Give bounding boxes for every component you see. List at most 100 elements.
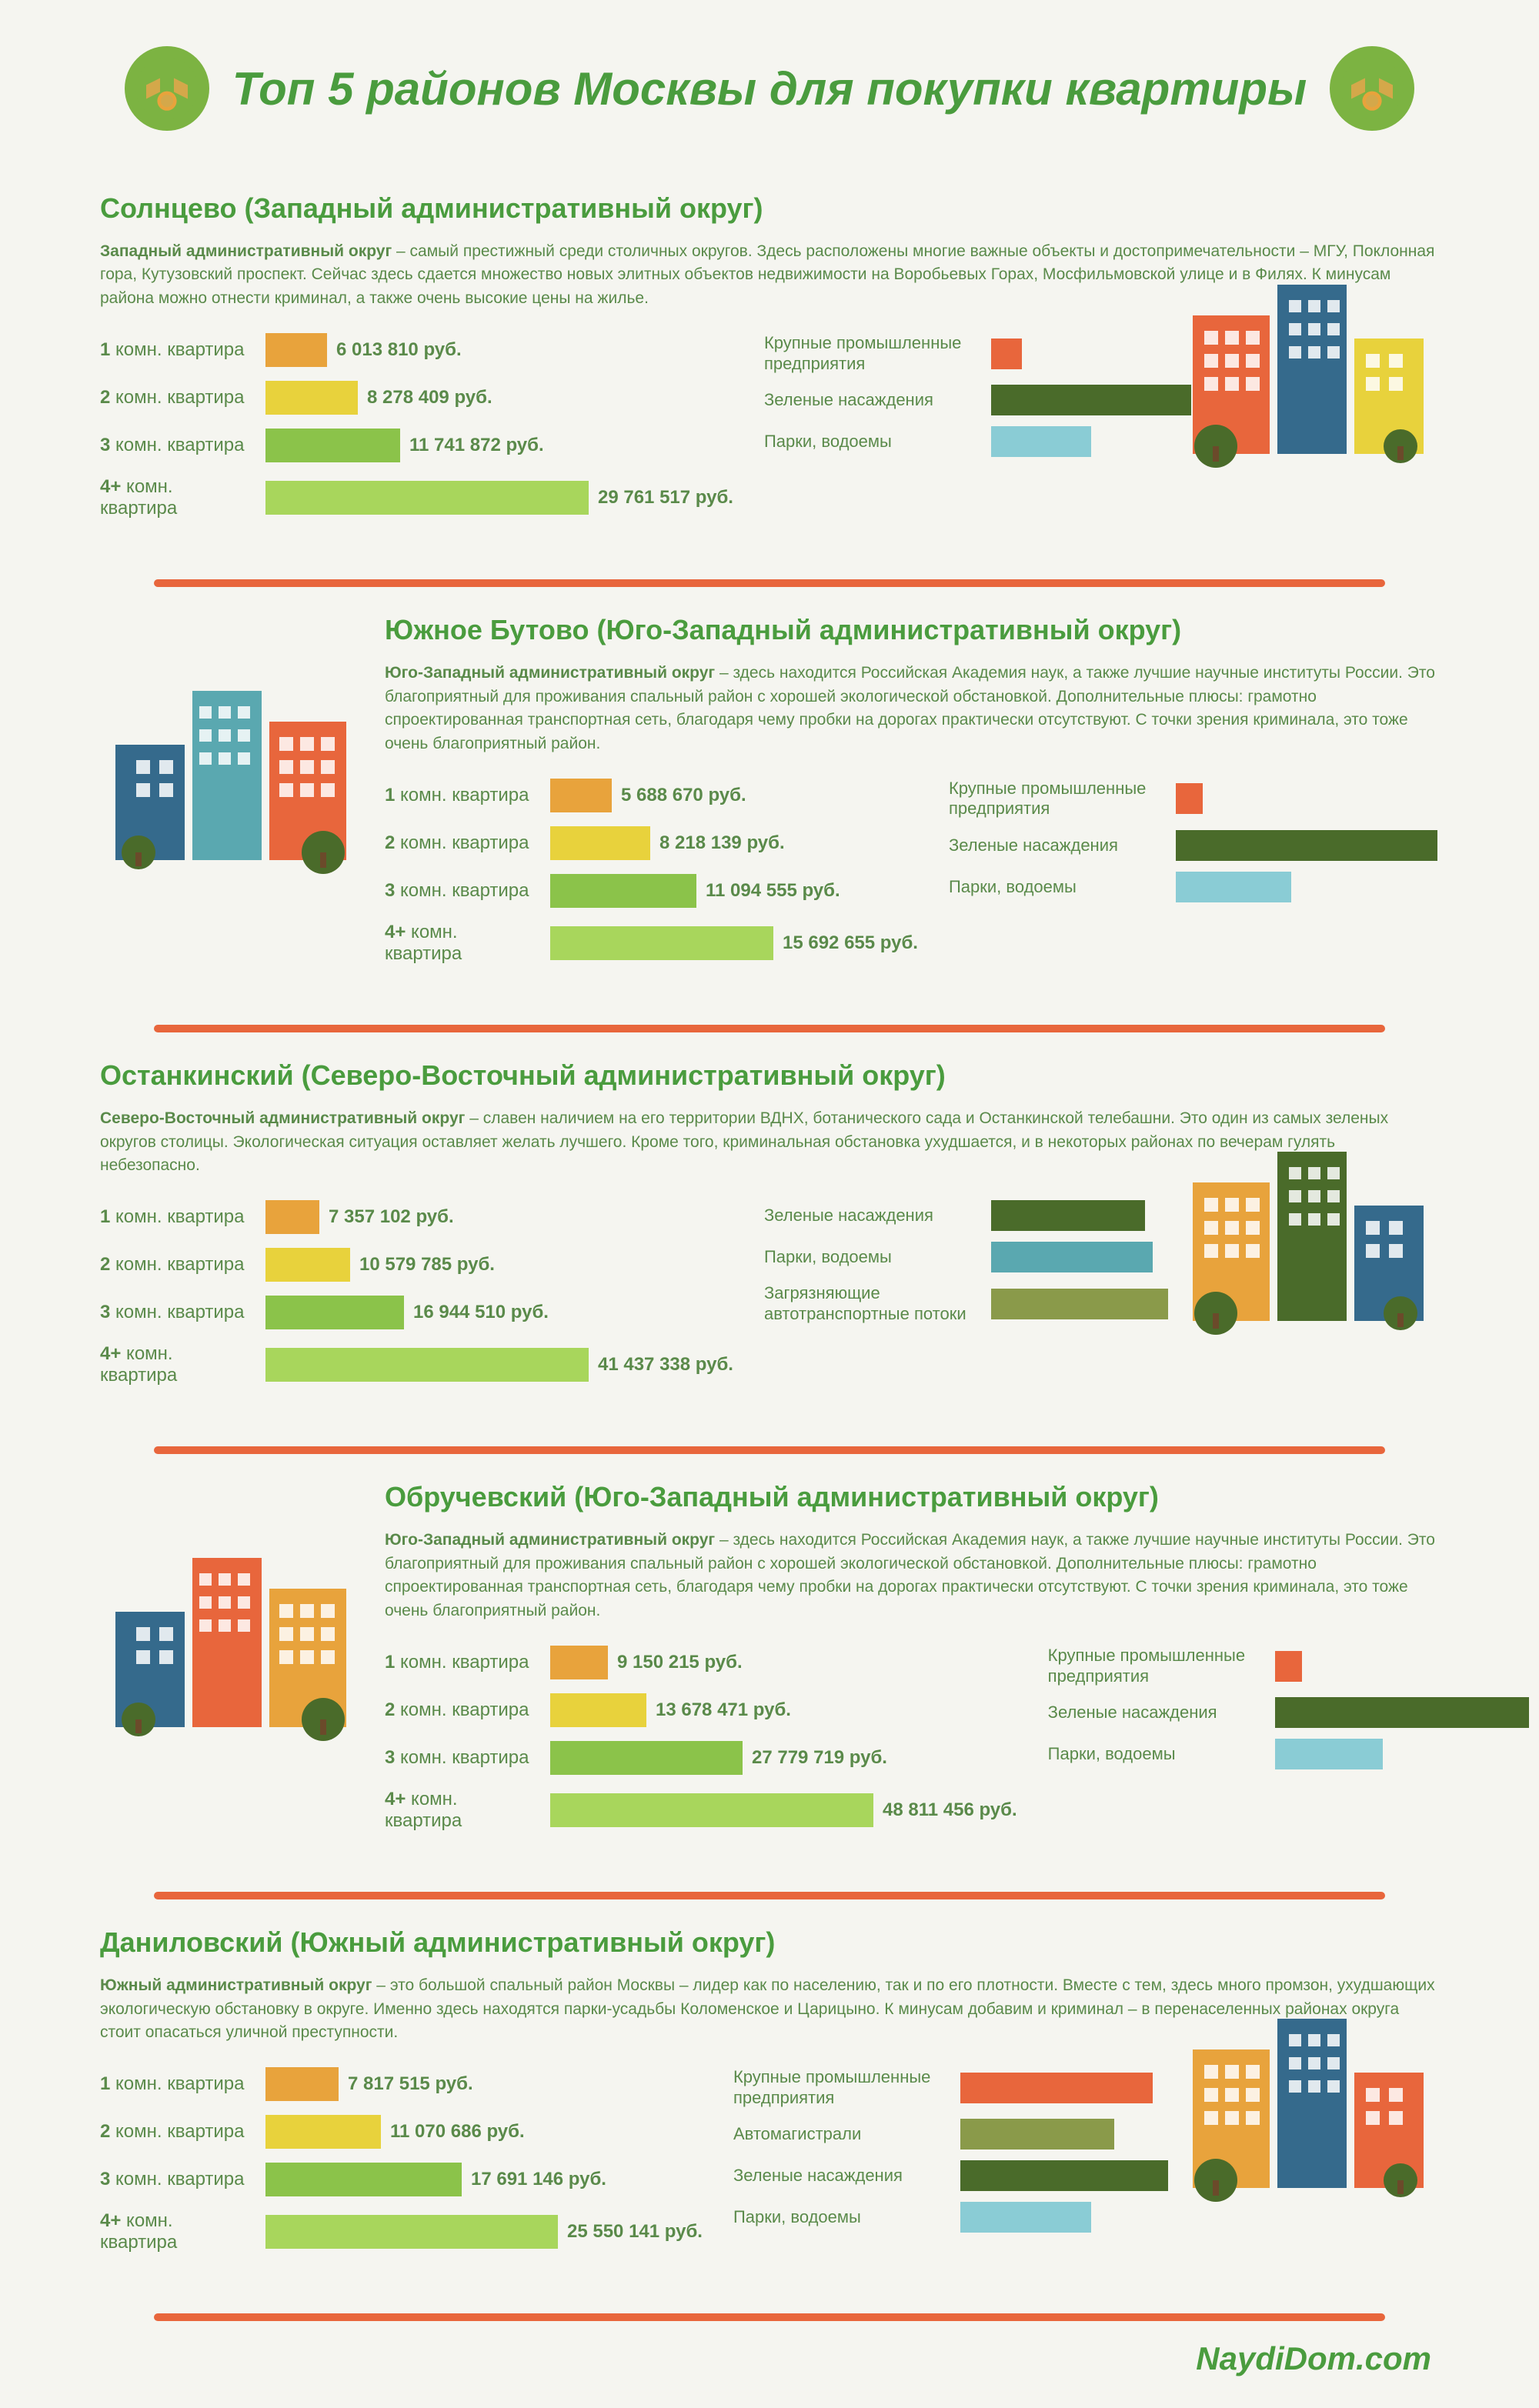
price-bar: [265, 1348, 589, 1382]
price-value: 8 278 409 руб.: [367, 387, 492, 409]
buildings-illustration: [1177, 1988, 1439, 2203]
price-bar: [550, 926, 773, 960]
price-bar-wrap: 25 550 141 руб.: [265, 2215, 703, 2249]
feature-bar: [1176, 872, 1291, 902]
feature-bar: [991, 426, 1091, 457]
feature-row: Парки, водоемы: [733, 2202, 1168, 2233]
price-value: 5 688 670 руб.: [621, 785, 746, 806]
feature-bar: [960, 2202, 1091, 2233]
badge-icon-right: [1330, 46, 1414, 131]
section-divider: [154, 1446, 1385, 1454]
price-label: 3 комн. квартира: [385, 1747, 539, 1769]
feature-row: Крупные промышленные предприятия: [764, 333, 1191, 374]
price-value: 48 811 456 руб.: [883, 1799, 1017, 1821]
feature-label: Зеленые насаждения: [764, 390, 980, 410]
price-bar: [265, 333, 327, 367]
price-bar-wrap: 8 278 409 руб.: [265, 381, 733, 415]
feature-row: Парки, водоемы: [764, 1242, 1168, 1272]
price-value: 11 741 872 руб.: [409, 435, 544, 456]
price-label: 2 комн. квартира: [100, 1254, 254, 1276]
price-chart: 1 комн. квартира 5 688 670 руб. 2 комн. …: [385, 779, 918, 979]
district-section: Обручевский (Юго-Западный административн…: [62, 1458, 1477, 1869]
price-chart: 1 комн. квартира 7 817 515 руб. 2 комн. …: [100, 2067, 703, 2267]
feature-label: Зеленые насаждения: [733, 2166, 949, 2186]
price-bar-wrap: 41 437 338 руб.: [265, 1348, 733, 1382]
price-chart: 1 комн. квартира 9 150 215 руб. 2 комн. …: [385, 1646, 1017, 1846]
feature-label: Парки, водоемы: [733, 2207, 949, 2227]
feature-chart: Крупные промышленные предприятия Зеленые…: [1048, 1646, 1529, 1780]
price-value: 11 070 686 руб.: [390, 2121, 525, 2143]
feature-row: Зеленые насаждения: [733, 2160, 1168, 2191]
price-row: 2 комн. квартира 13 678 471 руб.: [385, 1693, 1017, 1727]
price-row: 4+ комн. квартира 41 437 338 руб.: [100, 1343, 733, 1386]
price-row: 3 комн. квартира 11 741 872 руб.: [100, 429, 733, 462]
feature-row: Загрязняющие автотранспортные потоки: [764, 1283, 1168, 1324]
price-bar-wrap: 27 779 719 руб.: [550, 1741, 1017, 1775]
price-bar-wrap: 7 357 102 руб.: [265, 1200, 733, 1234]
price-bar: [265, 2163, 462, 2196]
feature-bar: [991, 339, 1022, 369]
price-bar: [550, 1693, 646, 1727]
price-label: 4+ комн. квартира: [100, 1343, 254, 1386]
price-bar: [265, 2115, 381, 2149]
price-value: 27 779 719 руб.: [752, 1747, 887, 1769]
price-row: 1 комн. квартира 7 817 515 руб.: [100, 2067, 703, 2101]
price-label: 4+ комн. квартира: [100, 2210, 254, 2253]
district-section: Южное Бутово (Юго-Западный административ…: [62, 591, 1477, 1002]
price-value: 25 550 141 руб.: [567, 2221, 703, 2243]
price-bar: [550, 779, 612, 812]
price-value: 13 678 471 руб.: [656, 1699, 791, 1721]
price-label: 2 комн. квартира: [100, 387, 254, 409]
price-bar-wrap: 6 013 810 руб.: [265, 333, 733, 367]
feature-bar: [960, 2160, 1168, 2191]
price-row: 1 комн. квартира 5 688 670 руб.: [385, 779, 918, 812]
feature-bar: [991, 385, 1191, 415]
price-label: 3 комн. квартира: [385, 880, 539, 902]
feature-bar: [1176, 830, 1437, 861]
price-bar-wrap: 10 579 785 руб.: [265, 1248, 733, 1282]
district-section: Солнцево (Западный административный окру…: [62, 169, 1477, 556]
feature-label: Крупные промышленные предприятия: [1048, 1646, 1264, 1686]
price-value: 6 013 810 руб.: [336, 339, 462, 361]
feature-label: Парки, водоемы: [764, 1247, 980, 1267]
price-value: 10 579 785 руб.: [359, 1254, 495, 1276]
buildings-illustration: [1177, 254, 1439, 469]
price-label: 3 комн. квартира: [100, 2169, 254, 2190]
price-row: 4+ комн. квартира 48 811 456 руб.: [385, 1789, 1017, 1832]
infographic-page: Топ 5 районов Москвы для покупки квартир…: [0, 0, 1539, 2408]
price-chart: 1 комн. квартира 7 357 102 руб. 2 комн. …: [100, 1200, 733, 1400]
price-label: 3 комн. квартира: [100, 1302, 254, 1323]
price-bar: [265, 381, 358, 415]
price-bar: [265, 1296, 404, 1329]
price-bar: [265, 1248, 350, 1282]
feature-bar: [991, 1200, 1145, 1231]
district-title: Даниловский (Южный административный окру…: [100, 1926, 1439, 1959]
price-value: 7 357 102 руб.: [329, 1206, 454, 1228]
page-title: Топ 5 районов Москвы для покупки квартир…: [232, 62, 1307, 115]
price-row: 4+ комн. квартира 25 550 141 руб.: [100, 2210, 703, 2253]
district-title: Останкинский (Северо-Восточный администр…: [100, 1059, 1439, 1092]
price-label: 3 комн. квартира: [100, 435, 254, 456]
price-bar: [550, 1793, 873, 1827]
price-label: 2 комн. квартира: [385, 832, 539, 854]
section-divider: [154, 1892, 1385, 1899]
feature-label: Зеленые насаждения: [1048, 1703, 1264, 1723]
price-row: 1 комн. квартира 7 357 102 руб.: [100, 1200, 733, 1234]
feature-row: Зеленые насаждения: [1048, 1697, 1529, 1728]
feature-label: Парки, водоемы: [764, 432, 980, 452]
district-title: Обручевский (Юго-Западный административн…: [100, 1481, 1439, 1513]
feature-row: Зеленые насаждения: [949, 830, 1439, 861]
feature-row: Крупные промышленные предприятия: [1048, 1646, 1529, 1686]
bottom-divider: [154, 2313, 1385, 2321]
price-label: 1 комн. квартира: [100, 1206, 254, 1228]
price-bar-wrap: 11 070 686 руб.: [265, 2115, 703, 2149]
price-value: 9 150 215 руб.: [617, 1652, 743, 1673]
feature-bar: [991, 1242, 1153, 1272]
price-bar-wrap: 17 691 146 руб.: [265, 2163, 703, 2196]
feature-row: Парки, водоемы: [764, 426, 1191, 457]
price-row: 3 комн. квартира 11 094 555 руб.: [385, 874, 918, 908]
price-row: 3 комн. квартира 27 779 719 руб.: [385, 1741, 1017, 1775]
feature-row: Зеленые насаждения: [764, 1200, 1168, 1231]
feature-chart: Крупные промышленные предприятия Автомаг…: [733, 2067, 1168, 2243]
price-label: 1 комн. квартира: [100, 339, 254, 361]
